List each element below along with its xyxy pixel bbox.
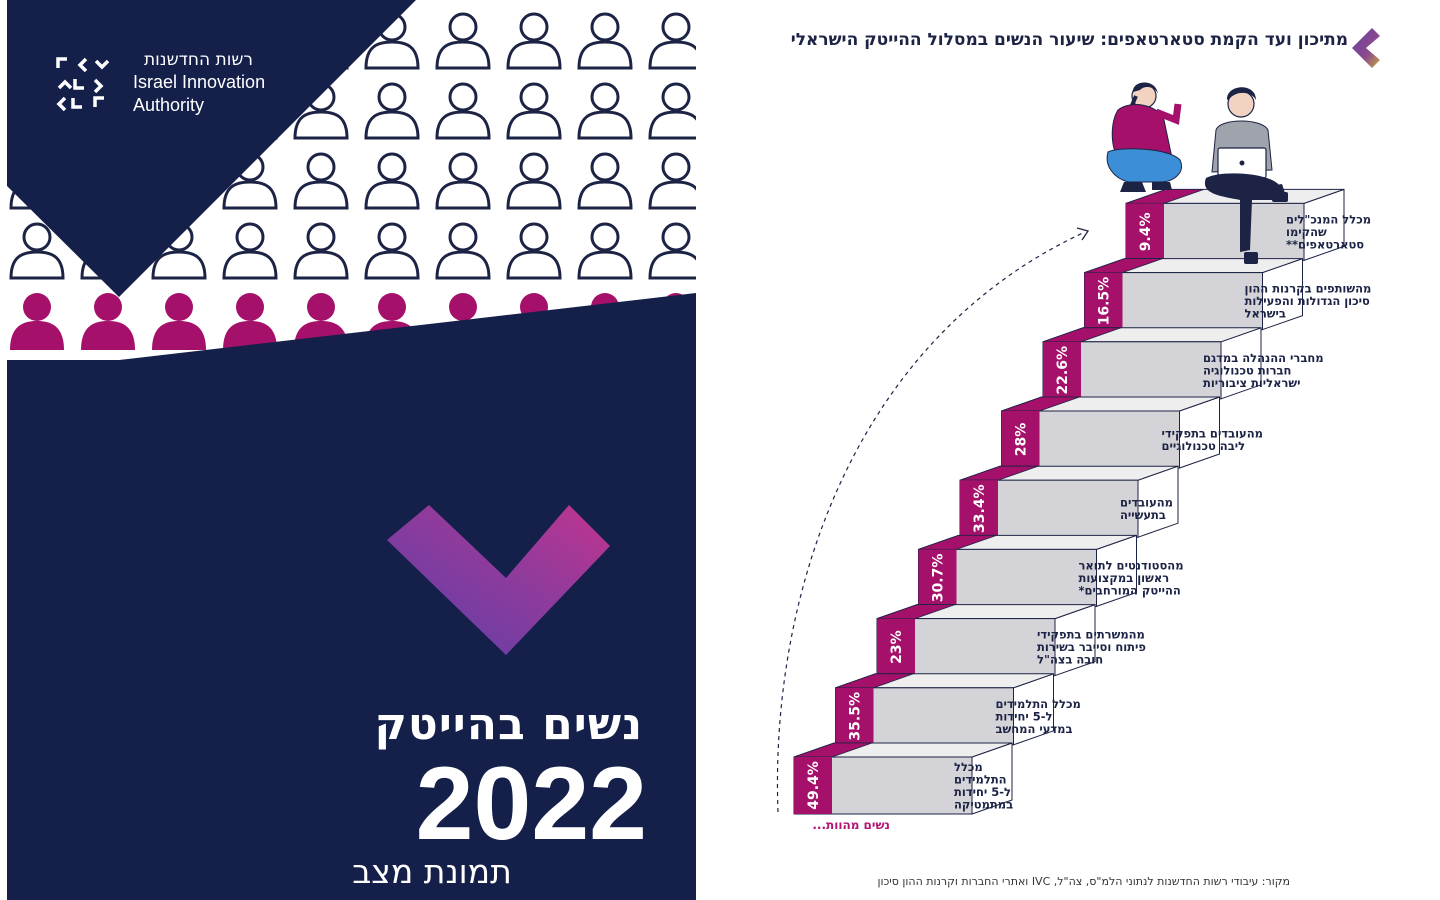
step-percent: 9.4% bbox=[1138, 212, 1154, 251]
infographic-title: מתיכון ועד הקמת סטארטאפים: שיעור הנשים ב… bbox=[790, 30, 1348, 50]
step-description: ל-5 יחידות bbox=[996, 709, 1053, 723]
step-description: מכלל bbox=[954, 760, 983, 774]
step-description: מכלל המנכ"לים bbox=[1286, 212, 1371, 226]
cover-subtitle: תמונת מצב bbox=[352, 852, 512, 891]
chevron-left-icon bbox=[1352, 28, 1380, 68]
step-description: פיתוח וסייבר בשירות bbox=[1037, 640, 1146, 654]
step-percent: 35.5% bbox=[848, 692, 864, 741]
logo-hebrew-text: רשות החדשנות bbox=[144, 50, 253, 70]
women-constitute-label: נשים מהוות... bbox=[812, 818, 890, 832]
step-description: מהסטודנטים לתואר bbox=[1079, 558, 1184, 572]
step-description: מהעובדים בתפקידי bbox=[1162, 426, 1263, 440]
logo-english-line1: Israel Innovation bbox=[133, 72, 266, 92]
staircase-infographic: מתיכון ועד הקמת סטארטאפים: שיעור הנשים ב… bbox=[700, 0, 1440, 900]
step-description: מהעובדים bbox=[1120, 495, 1173, 509]
step-description: ליבה טכנולוגיים bbox=[1162, 439, 1246, 453]
step-percent: 33.4% bbox=[972, 484, 988, 533]
cover-background bbox=[7, 0, 696, 900]
cover-year: 2022 bbox=[415, 746, 647, 862]
step-description: מהשותפים בקרנות ההון bbox=[1245, 282, 1372, 296]
step-percent: 49.4% bbox=[806, 761, 822, 810]
step-description: בתעשייה bbox=[1120, 508, 1166, 522]
source-note: מקור: עיבודי רשות החדשנות לנתוני הלמ"ס, … bbox=[877, 875, 1290, 888]
checkmark-icon bbox=[387, 505, 610, 655]
step-percent: 16.5% bbox=[1097, 277, 1113, 326]
step-description: בישראל bbox=[1245, 307, 1286, 321]
step-description: ישראליות ציבוריות bbox=[1203, 376, 1301, 390]
step-description: חברות טכנולוגיה bbox=[1203, 363, 1291, 377]
step-description: במדעי המחשב bbox=[996, 722, 1073, 736]
step-description: מהמשרתים בתפקידי bbox=[1037, 628, 1145, 642]
top-navy-triangle bbox=[7, 0, 416, 297]
step-percent: 28% bbox=[1014, 423, 1030, 457]
logo-arrows-icon bbox=[56, 57, 110, 112]
dashed-arrow-curve bbox=[776, 227, 1090, 813]
report-cover: רשות החדשנות Israel Innovation Authority… bbox=[7, 0, 696, 900]
step-description: התלמידים bbox=[954, 772, 1007, 786]
bottom-navy-shape bbox=[7, 293, 696, 900]
step-description: מחברי ההנהלה במדגם bbox=[1203, 351, 1324, 365]
step-description: שהקימו bbox=[1286, 225, 1327, 239]
step-description: ל-5 יחידות bbox=[954, 785, 1011, 799]
step-description: סיכון הגדולות והפעילות bbox=[1245, 294, 1371, 308]
step-description: במתמטיקה bbox=[954, 797, 1013, 811]
step-description: ההייטק המורחבים* bbox=[1079, 583, 1181, 597]
step-description: מכלל התלמידים bbox=[996, 697, 1081, 711]
step-description: חובה בצה"ל bbox=[1037, 653, 1103, 667]
step-description: ראשון במקצועות bbox=[1079, 571, 1170, 585]
step-percent: 30.7% bbox=[931, 554, 947, 603]
logo-english-line2: Authority bbox=[133, 95, 205, 115]
people-sitting-illustration bbox=[1106, 82, 1288, 264]
step-percent: 23% bbox=[889, 630, 905, 664]
cover-title: נשים בהייטק bbox=[374, 699, 643, 750]
step-description: סטארטאפים** bbox=[1286, 237, 1364, 251]
step-percent: 22.6% bbox=[1055, 346, 1071, 395]
innovation-authority-logo: רשות החדשנות Israel Innovation Authority bbox=[55, 50, 295, 120]
